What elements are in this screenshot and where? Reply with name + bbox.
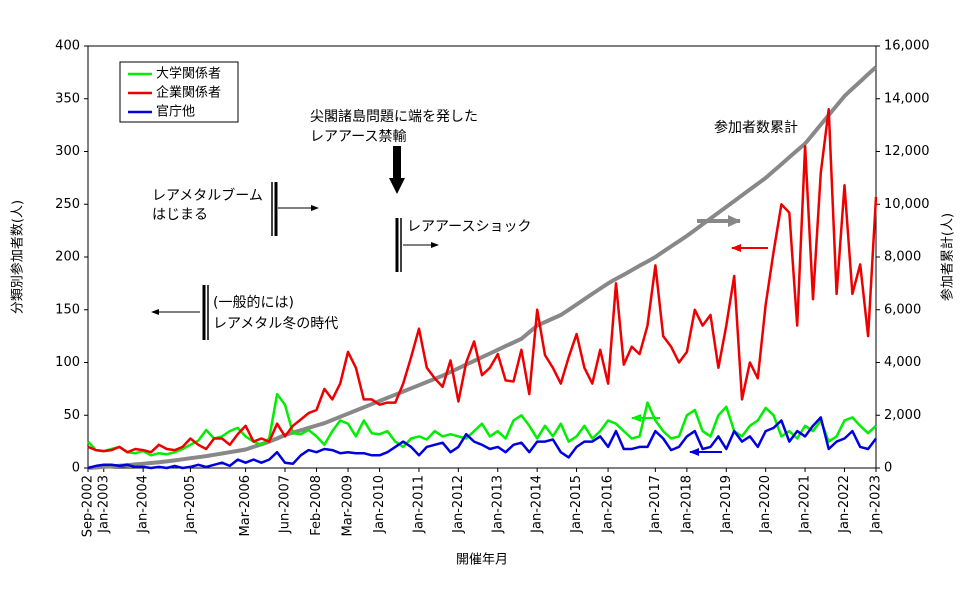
y-axis-label: 分類別参加者数(人) <box>10 200 26 314</box>
y-tick-label: 350 <box>55 91 80 106</box>
x-tick-label: Jan-2017 <box>648 475 663 534</box>
series-line <box>87 392 877 457</box>
x-tick-label: Jan-2021 <box>798 475 813 534</box>
legend-label: 大学関係者 <box>156 66 221 82</box>
y-tick-label: 100 <box>55 355 80 370</box>
x-tick-label: Jan-2015 <box>569 475 584 534</box>
y2-tick-label: 0 <box>884 461 892 476</box>
x-tick-label: Jan-2016 <box>601 475 616 534</box>
y-tick-label: 250 <box>55 197 80 212</box>
annotation: レアメタルブーム <box>152 187 263 204</box>
x-tick-label: Jan-2022 <box>837 475 852 534</box>
annotation: はじまる <box>152 207 208 223</box>
y-tick-label: 150 <box>55 302 80 317</box>
x-tick-label: Jan-2013 <box>490 475 505 534</box>
annotation: (一般的には) <box>213 295 294 311</box>
legend-label: 企業関係者 <box>156 85 221 101</box>
x-tick-label: Mar-2009 <box>341 475 356 536</box>
y2-tick-label: 16,000 <box>884 39 930 54</box>
x-tick-label: Jan-2003 <box>96 475 111 534</box>
legend-label: 官庁他 <box>156 104 195 120</box>
series-line <box>87 65 878 470</box>
y2-axis-label: 参加者累計(人) <box>940 213 956 301</box>
x-tick-label: Jun-2007 <box>278 475 293 534</box>
y2-tick-label: 4,000 <box>884 355 921 370</box>
y-tick-label: 300 <box>55 144 80 159</box>
x-axis-label: 開催年月 <box>456 553 508 568</box>
x-tick-label: Jan-2005 <box>183 475 198 534</box>
x-tick-label: Jan-2018 <box>679 475 694 534</box>
x-tick-label: Mar-2006 <box>238 475 253 536</box>
y2-tick-label: 10,000 <box>884 197 930 212</box>
x-tick-label: Feb-2008 <box>309 475 324 536</box>
x-tick-label: Jan-2020 <box>758 475 773 534</box>
annotation: レアアースショック <box>407 219 531 235</box>
x-tick-label: Jan-2012 <box>451 475 466 534</box>
annotation: レアメタル冬の時代 <box>213 316 338 332</box>
decorations <box>151 146 768 456</box>
y-tick-label: 400 <box>55 39 80 54</box>
x-tick-label: Jan-2019 <box>719 475 734 534</box>
series-line <box>87 416 877 470</box>
y2-tick-label: 14,000 <box>884 91 930 106</box>
series-line <box>87 108 878 454</box>
x-tick-label: Jan-2010 <box>372 475 387 534</box>
y-tick-label: 50 <box>63 408 80 423</box>
annotation: 尖閣諸島問題に端を発した <box>310 109 478 125</box>
annotation: レアアース禁輸 <box>310 129 406 145</box>
series-label: 参加者数累計 <box>714 119 798 136</box>
y2-tick-label: 12,000 <box>884 144 930 159</box>
x-tick-label: Jan-2004 <box>136 475 151 534</box>
y2-tick-label: 2,000 <box>884 408 921 423</box>
x-tick-label: Jan-2014 <box>530 475 545 534</box>
y-tick-label: 200 <box>55 250 80 265</box>
x-tick-label: Jan-2011 <box>411 475 426 534</box>
y2-tick-label: 8,000 <box>884 250 921 265</box>
x-tick-label: Jan-2023 <box>869 475 884 534</box>
y-tick-label: 0 <box>72 461 80 476</box>
x-tick-label: Sep-2002 <box>81 475 96 537</box>
y2-tick-label: 6,000 <box>884 302 921 317</box>
